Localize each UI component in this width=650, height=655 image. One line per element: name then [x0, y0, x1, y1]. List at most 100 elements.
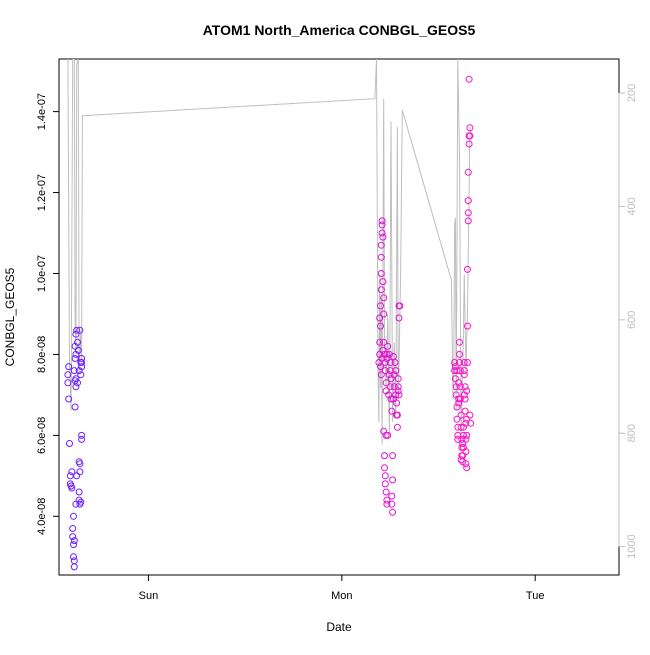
data-point — [389, 452, 397, 460]
data-point — [462, 419, 470, 427]
data-point — [74, 346, 82, 354]
data-point — [379, 233, 387, 241]
data-point — [74, 338, 81, 346]
data-point — [465, 140, 473, 148]
data-point — [71, 403, 79, 411]
data-point — [78, 435, 86, 443]
data-point — [464, 197, 472, 205]
data-point — [76, 460, 84, 468]
data-point — [460, 359, 468, 366]
data-point — [66, 440, 73, 447]
data-point — [379, 346, 387, 354]
x-tick-label: Sun — [139, 590, 159, 602]
data-point — [70, 367, 78, 375]
data-point — [78, 363, 86, 371]
data-point — [453, 367, 461, 375]
y-tick-label: 4.0e-08 — [36, 498, 48, 535]
data-point — [378, 217, 386, 225]
data-point — [454, 435, 462, 443]
data-point — [456, 383, 464, 391]
data-point — [74, 379, 81, 387]
data-point — [463, 431, 471, 439]
data-point — [383, 500, 391, 508]
y-tick-label: 1.2e-07 — [36, 174, 48, 211]
data-point — [395, 314, 403, 322]
data-point — [381, 359, 389, 366]
data-point — [460, 367, 468, 375]
data-point — [464, 322, 471, 330]
data-point — [377, 302, 384, 310]
x-tick-label: Mon — [331, 590, 352, 602]
data-point — [455, 399, 463, 407]
data-point — [377, 363, 384, 371]
data-point — [378, 221, 386, 229]
pressure-line — [67, 59, 472, 445]
data-point — [456, 350, 463, 358]
data-point — [466, 124, 474, 132]
data-point — [386, 359, 394, 366]
chart-title: ATOM1 North_America CONBGL_GEOS5 — [203, 22, 476, 38]
y-axis-label: CONBGL_GEOS5 — [3, 267, 17, 366]
data-point — [457, 456, 465, 464]
data-point — [76, 326, 84, 334]
data-point — [455, 379, 463, 387]
data-point — [464, 209, 472, 217]
data-point — [460, 391, 468, 399]
data-point — [385, 371, 393, 379]
data-point — [467, 419, 475, 427]
data-point — [460, 371, 468, 379]
data-point — [459, 440, 467, 447]
data-point — [377, 371, 385, 379]
data-point — [69, 525, 77, 532]
data-point — [72, 383, 80, 391]
data-point — [396, 302, 404, 310]
data-point — [75, 488, 83, 496]
data-point — [462, 460, 470, 468]
data-point — [377, 241, 385, 249]
data-point — [381, 452, 388, 460]
data-point — [389, 476, 397, 484]
data-point — [451, 359, 459, 366]
right-tick-label: 200 — [626, 84, 638, 102]
data-point — [381, 367, 389, 375]
data-point — [394, 383, 402, 391]
data-point — [453, 415, 461, 423]
data-point — [70, 512, 77, 520]
y-tick-label: 1.4e-07 — [36, 93, 48, 130]
data-point — [65, 363, 73, 371]
x-tick-label: Tue — [526, 590, 545, 602]
data-point — [72, 330, 80, 338]
data-point — [380, 310, 388, 318]
data-point — [392, 367, 400, 375]
x-axis-label: Date — [326, 620, 352, 634]
data-point — [78, 431, 86, 439]
right-tick-label: 800 — [626, 424, 638, 442]
data-point — [384, 342, 392, 350]
data-point — [461, 407, 469, 415]
data-point — [70, 537, 78, 545]
data-point — [457, 411, 465, 419]
data-point — [383, 350, 391, 358]
data-point — [380, 338, 388, 346]
data-point — [77, 498, 85, 506]
data-point — [451, 363, 459, 371]
data-point — [390, 371, 398, 379]
data-point — [387, 395, 395, 403]
data-point — [395, 391, 403, 399]
data-point — [456, 338, 463, 346]
data-point — [393, 423, 401, 431]
data-point — [385, 350, 393, 358]
data-point — [394, 375, 402, 383]
data-point — [382, 488, 390, 496]
data-point — [69, 533, 77, 541]
data-point — [389, 353, 397, 360]
data-point — [68, 484, 76, 492]
data-point — [462, 448, 470, 456]
data-point — [381, 472, 389, 480]
data-point — [393, 399, 401, 407]
data-point — [461, 395, 469, 403]
data-point — [393, 411, 401, 419]
data-point — [383, 496, 391, 504]
data-point — [68, 468, 76, 476]
